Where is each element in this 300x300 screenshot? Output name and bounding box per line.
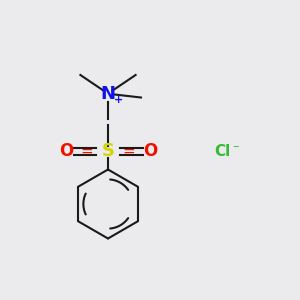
Text: O: O xyxy=(143,142,157,160)
Text: =: = xyxy=(81,144,93,159)
Text: S: S xyxy=(101,142,115,160)
Text: N: N xyxy=(100,85,116,103)
Text: Cl: Cl xyxy=(214,144,230,159)
Text: =: = xyxy=(123,144,135,159)
Text: +: + xyxy=(114,94,123,105)
Text: ⁻: ⁻ xyxy=(232,142,239,156)
Text: O: O xyxy=(59,142,73,160)
